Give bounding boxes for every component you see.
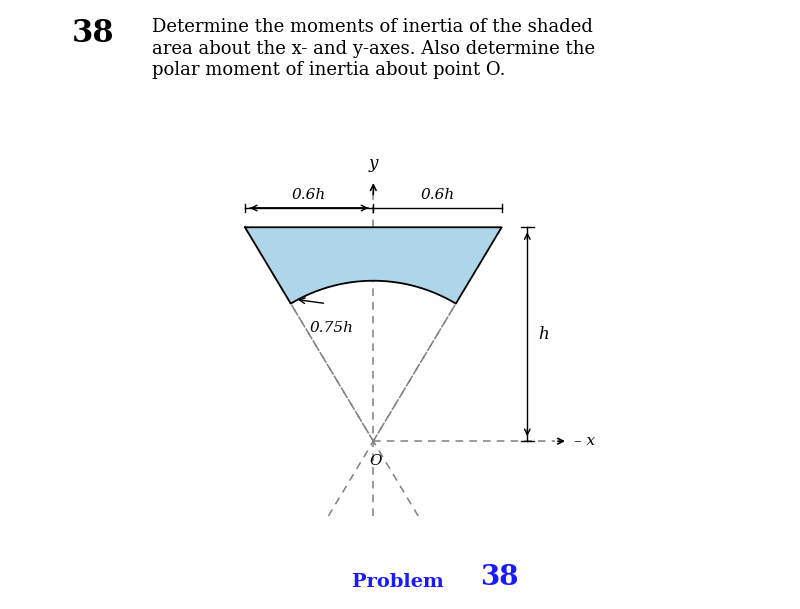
Text: – x: – x — [574, 434, 595, 448]
Text: polar moment of inertia about point O.: polar moment of inertia about point O. — [152, 61, 506, 79]
Text: Determine the moments of inertia of the shaded: Determine the moments of inertia of the … — [152, 18, 593, 37]
Text: area about the x- and y-axes. Also determine the: area about the x- and y-axes. Also deter… — [152, 40, 595, 58]
Text: 0.6h: 0.6h — [292, 188, 326, 202]
Text: y: y — [369, 155, 378, 172]
Text: 0.6h: 0.6h — [420, 188, 454, 202]
Text: 38: 38 — [72, 18, 114, 49]
Text: h: h — [538, 326, 549, 343]
Text: 0.75h: 0.75h — [309, 321, 353, 335]
Text: O: O — [369, 454, 382, 468]
Text: Problem: Problem — [352, 572, 450, 591]
Polygon shape — [245, 227, 502, 304]
Text: 38: 38 — [480, 564, 518, 591]
